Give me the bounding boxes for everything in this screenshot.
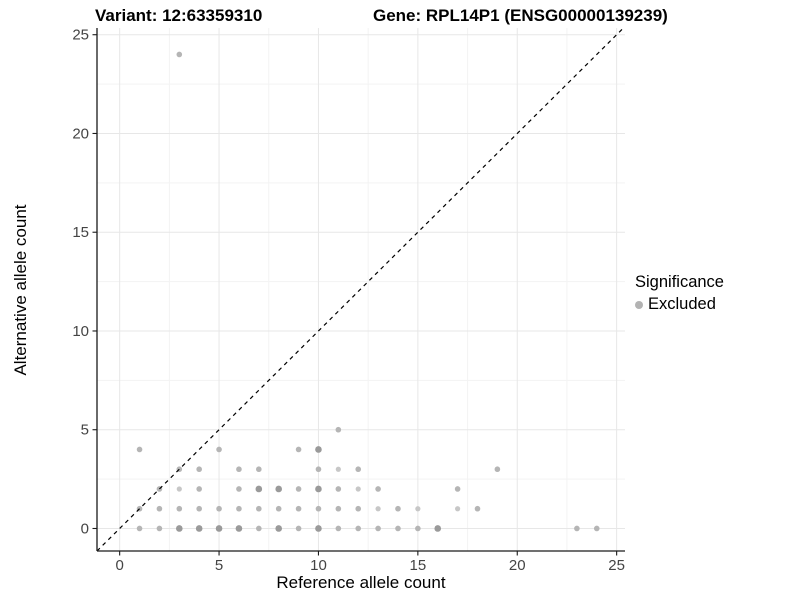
scatter-point (196, 505, 202, 512)
scatter-point (236, 486, 242, 492)
scatter-point (415, 506, 421, 512)
legend: Significance Excluded (635, 273, 724, 314)
scatter-point (375, 525, 381, 532)
legend-item-label: Excluded (648, 295, 716, 313)
x-tick-label: 0 (115, 557, 123, 574)
x-tick-label: 20 (509, 557, 526, 574)
scatter-point (236, 466, 242, 473)
scatter-point (454, 486, 461, 492)
scatter-point (176, 525, 183, 532)
x-tick-label: 25 (608, 557, 625, 574)
scatter-point (494, 466, 501, 473)
scatter-point (196, 466, 202, 473)
scatter-point (315, 446, 322, 453)
y-tick-label: 5 (81, 422, 89, 439)
scatter-point (256, 525, 262, 532)
scatter-point (256, 505, 262, 512)
plot-title-gene: Gene: RPL14P1 (ENSG00000139239) (373, 6, 668, 25)
legend-point-icon (635, 300, 643, 309)
y-tick-label: 20 (72, 125, 89, 142)
scatter-point (255, 485, 263, 493)
scatter-point (235, 525, 243, 532)
scatter-point (315, 466, 322, 473)
scatter-point (275, 525, 282, 532)
y-axis-title: Alternative allele count (11, 204, 30, 376)
y-tick-label: 25 (72, 27, 89, 44)
scatter-point (355, 505, 362, 512)
scatter-point (256, 466, 262, 473)
scatter-point (335, 525, 342, 532)
scatter-point (375, 486, 381, 492)
scatter-point (215, 525, 223, 532)
scatter-point (176, 486, 182, 492)
x-axis-title: Reference allele count (276, 573, 446, 592)
scatter-point (315, 505, 322, 512)
scatter-point (295, 505, 302, 512)
scatter-point (375, 506, 381, 512)
scatter-point (335, 466, 341, 472)
x-tick-label: 10 (310, 557, 327, 574)
scatter-point (136, 525, 143, 532)
plot-title-variant: Variant: 12:63359310 (95, 6, 263, 25)
scatter-point (315, 485, 322, 493)
y-tick-label: 15 (72, 224, 89, 241)
x-tick-label: 15 (410, 557, 427, 574)
scatter-point (275, 505, 282, 512)
scatter-point (355, 525, 362, 532)
y-tick-label: 0 (81, 520, 89, 537)
scatter-point (196, 486, 202, 492)
scatter-point (176, 505, 183, 512)
scatter-point (295, 446, 302, 453)
legend-title: Significance (635, 273, 724, 291)
scatter-point (335, 426, 342, 433)
scatter-point (195, 525, 203, 532)
identity-line (96, 27, 624, 552)
scatter-point (216, 505, 222, 512)
scatter-point (415, 525, 421, 532)
scatter-point (156, 525, 163, 532)
scatter-point (593, 525, 600, 532)
scatter-point (156, 505, 163, 512)
scatter-point (335, 486, 342, 492)
scatter-point (136, 446, 143, 453)
scatter-point (355, 486, 361, 492)
scatter-point (455, 506, 461, 512)
scatter-point (275, 485, 282, 493)
scatter-point (295, 525, 302, 532)
scatter-point (176, 51, 183, 58)
scatter-point (474, 505, 481, 512)
scatter-point (335, 505, 342, 512)
scatter-point (355, 466, 362, 473)
legend-item-excluded: Excluded (635, 295, 724, 314)
scatter-point (315, 525, 322, 532)
x-tick-label: 5 (215, 557, 223, 574)
y-tick-label: 10 (72, 323, 89, 340)
scatter-point (395, 525, 401, 532)
scatter-point (216, 446, 222, 453)
scatter-point (236, 505, 242, 512)
scatter-point (395, 505, 401, 512)
scatter-point (295, 486, 302, 492)
scatter-point (574, 525, 580, 532)
scatter-point (434, 525, 442, 532)
